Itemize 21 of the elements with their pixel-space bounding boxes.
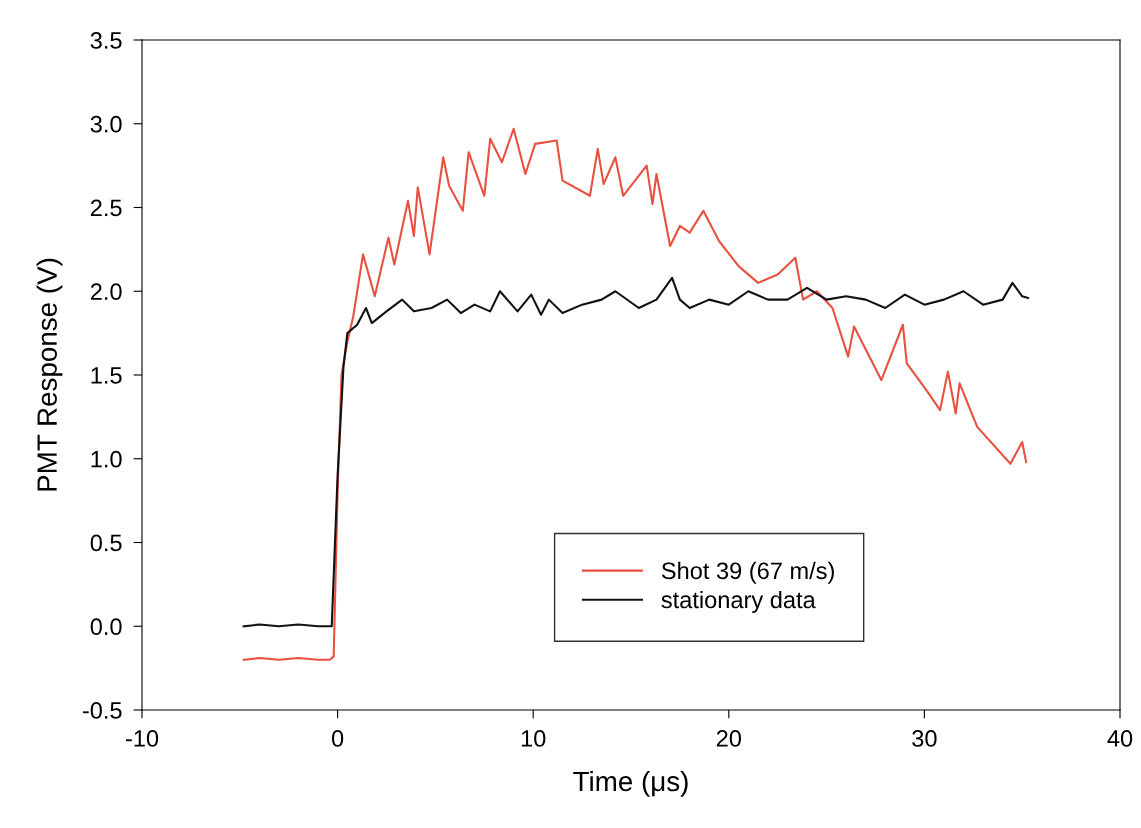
y-tick-label: 0.5	[90, 534, 122, 552]
legend-label: stationary data	[661, 590, 816, 613]
x-tick-label: -10	[125, 730, 159, 747]
line-series	[242, 127, 1028, 661]
x-tick-label: 40	[1107, 730, 1133, 747]
legend-label: Shot 39 (67 m/s)	[661, 561, 834, 584]
y-tick-label: 1.0	[91, 450, 122, 468]
y-tick-label: 3.0	[90, 115, 122, 133]
y-axis-title: PMT Response (V)	[36, 258, 63, 491]
y-tick-label: 1.5	[91, 367, 122, 384]
y-tick-label: 0.0	[90, 618, 122, 636]
y-tick-label: 2.5	[90, 199, 122, 217]
x-tick-label: 0	[331, 730, 344, 747]
y-tick-label: 2.0	[90, 283, 122, 301]
x-tick-label: 30	[912, 730, 937, 747]
x-tick-label: 20	[716, 730, 742, 747]
line-series	[242, 276, 1030, 628]
x-tick-label: 10	[521, 730, 546, 747]
y-tick-label: 3.5	[90, 32, 122, 49]
x-axis-title: Time (μs)	[573, 770, 688, 797]
y-tick-label: -0.5	[82, 702, 122, 719]
